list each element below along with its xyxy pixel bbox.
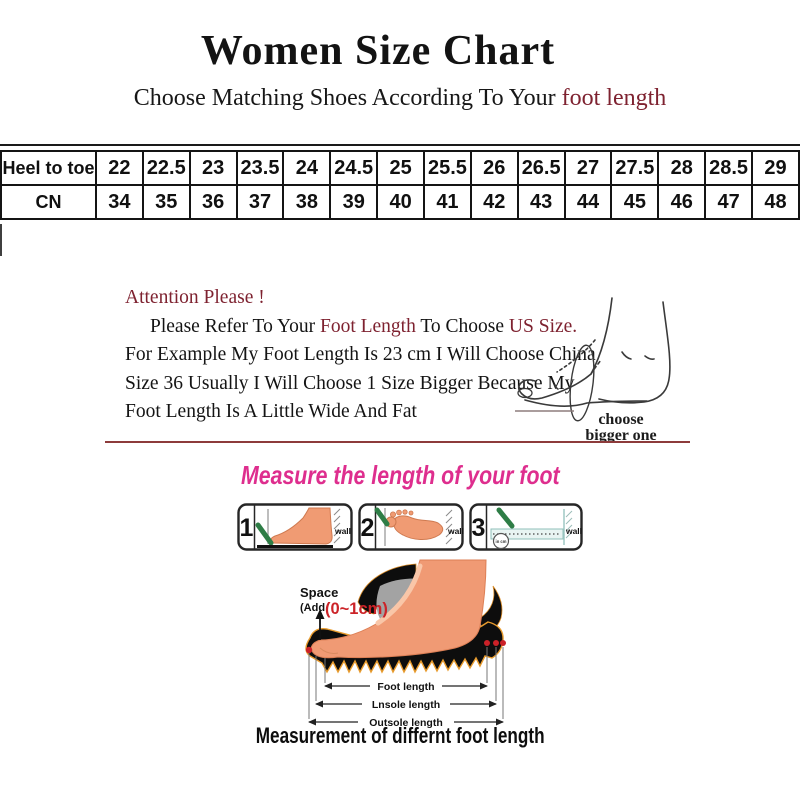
size-cell: 23 [188, 150, 238, 186]
table-row-cn: CN 34 35 36 37 38 39 40 41 42 43 44 45 4… [0, 184, 800, 220]
measure-arrows [308, 682, 504, 726]
unit-label: in cm [496, 539, 507, 544]
size-table: Heel to toe 22 22.5 23 23.5 24 24.5 25 2… [0, 150, 800, 220]
foot-note-line2: bigger one [585, 427, 656, 442]
attention-line-3: For Example My Foot Length Is 23 cm I Wi… [125, 344, 596, 365]
size-cell: 35 [141, 184, 191, 220]
table-row-heel-to-toe: Heel to toe 22 22.5 23 23.5 24 24.5 25 2… [0, 150, 800, 186]
guide-lines [308, 647, 504, 719]
attention-line-4: Size 36 Usually I Will Choose 1 Size Big… [125, 372, 575, 394]
shoe-layers [305, 559, 504, 674]
size-cell: 22 [95, 150, 144, 186]
measure-section-heading: Measure the length of your foot [0, 460, 800, 491]
size-cell: 39 [329, 184, 379, 220]
size-cell: 42 [469, 184, 519, 220]
attention-line-2: Please Refer To Your Foot Length To Choo… [125, 313, 605, 342]
ruler [490, 528, 564, 540]
size-cell: 48 [751, 184, 800, 220]
attention-heading: Attention Please ! [125, 287, 265, 308]
size-cell: 27 [563, 150, 613, 186]
size-cell: 24 [282, 150, 332, 186]
size-cell: 22.5 [141, 150, 191, 186]
arrow-label-foot-length: Foot length [377, 681, 434, 693]
step-3-box: 3 in cm wall [469, 503, 583, 551]
size-cell: 36 [188, 184, 238, 220]
foot-note-line1: choose [598, 411, 643, 428]
wall-label: wall [334, 526, 351, 536]
wall-hatch [565, 510, 573, 539]
wall-hatch [445, 509, 453, 545]
step-number: 2 [361, 514, 375, 542]
size-cell: 25 [376, 150, 426, 186]
size-cell: 27.5 [610, 150, 660, 186]
attention-line-5: Foot Length Is A Little Wide And Fat [125, 401, 417, 422]
row-header: Heel to toe [0, 150, 97, 186]
step-number: 1 [240, 514, 254, 542]
subtitle-highlight: foot length [561, 85, 667, 111]
size-cell: 47 [704, 184, 754, 220]
arrow-label-insole-length: Lnsole length [372, 699, 440, 711]
foot-girth-illustration: choose bigger one [515, 297, 671, 442]
attention-text: Please Refer To Your [150, 315, 320, 337]
wall-label: wall [565, 526, 582, 536]
attention-highlight: US Size. [508, 315, 578, 337]
measure-steps: 1 wall 2 [237, 503, 583, 551]
row-header: CN [0, 184, 97, 220]
foot-side-view [270, 507, 333, 545]
attention-highlight: Foot Length [319, 315, 416, 337]
arrow-label-outsole-length: Outsole length [369, 717, 443, 729]
attention-note: Attention Please ! Please Refer To Your … [125, 284, 605, 427]
size-cell: 40 [376, 184, 426, 220]
size-cell: 43 [516, 184, 566, 220]
space-label: Space [300, 585, 338, 600]
step-number: 3 [472, 514, 486, 542]
girth-ring [569, 344, 595, 422]
size-cell: 28.5 [704, 150, 754, 186]
size-cell: 25.5 [423, 150, 472, 186]
subtitle-text: Choose Matching Shoes According To Your [133, 85, 562, 111]
size-cell: 38 [282, 184, 332, 220]
space-sub-red: (0~1cm) [325, 600, 388, 618]
unit-circle [492, 532, 510, 550]
table-border-remnant [0, 224, 2, 256]
size-cell: 46 [657, 184, 707, 220]
step-1-box: 1 wall [237, 503, 353, 551]
size-cell: 29 [751, 150, 800, 186]
size-cell: 28 [657, 150, 707, 186]
attention-text: To Choose [415, 315, 509, 337]
size-cell: 45 [610, 184, 660, 220]
pen-icon [496, 507, 515, 529]
size-cell: 26 [469, 150, 519, 186]
size-cell: 24.5 [329, 150, 379, 186]
measure-heading-text: Measure the length of your foot [240, 460, 560, 490]
size-cell: 23.5 [235, 150, 285, 186]
reference-dots [305, 640, 506, 654]
size-cell: 34 [95, 184, 144, 220]
size-cell: 41 [423, 184, 472, 220]
pen-icon [255, 522, 274, 546]
page-title: Women Size Chart [200, 28, 556, 74]
step-2-box: 2 wall [358, 503, 464, 551]
table-top-rule [0, 144, 800, 146]
size-cell: 26.5 [516, 150, 566, 186]
page-subtitle: Choose Matching Shoes According To Your … [0, 85, 800, 112]
size-cell: 37 [235, 184, 285, 220]
space-sub-black: (Add [300, 602, 325, 614]
diagram-caption: Measurement of differnt foot length [0, 723, 800, 749]
foot-outline [517, 297, 671, 422]
wall-label: wall [447, 526, 464, 536]
section-divider [105, 441, 690, 443]
wall-hatch [333, 508, 341, 544]
diagram-caption-text: Measurement of differnt foot length [255, 723, 545, 748]
pen-icon [374, 507, 390, 527]
size-cell: 44 [563, 184, 613, 220]
foot-length-diagram: Space (Add (0~1cm) Foot length Lnsole le… [300, 559, 506, 729]
